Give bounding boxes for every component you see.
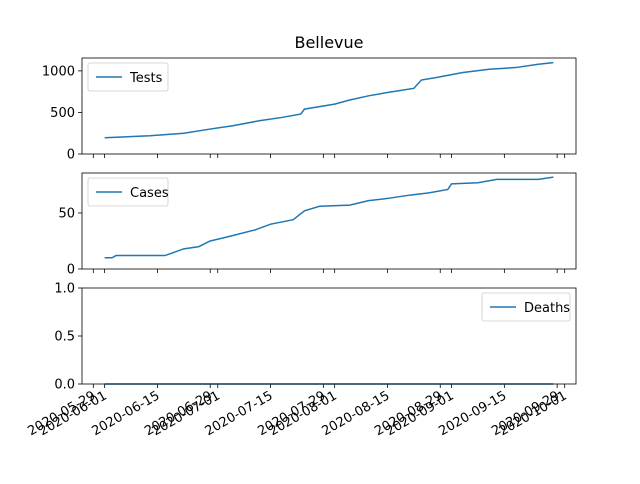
series-line xyxy=(104,61,554,139)
axes-frame xyxy=(81,172,577,270)
x-tick-label: 2020-10-01 xyxy=(497,388,570,439)
legend-label: Tests xyxy=(129,71,163,86)
axes-frame xyxy=(81,57,577,155)
series-line xyxy=(104,176,554,259)
y-tick-label: 500 xyxy=(50,106,75,121)
y-tick-label: 0 xyxy=(67,263,75,278)
y-tick-label: 0.5 xyxy=(54,330,75,345)
axes-frame xyxy=(81,287,577,385)
legend-box xyxy=(87,62,169,92)
y-tick-label: 0.0 xyxy=(54,378,75,393)
chart-title: Bellevue xyxy=(294,33,363,52)
y-tick-label: 1.0 xyxy=(54,282,75,297)
y-tick-label: 1000 xyxy=(42,64,75,79)
legend-label: Deaths xyxy=(524,301,570,316)
y-tick-label: 50 xyxy=(58,206,75,221)
legend-label: Cases xyxy=(130,186,169,201)
legend-box xyxy=(87,177,169,207)
y-tick-label: 0 xyxy=(67,148,75,163)
legend-box xyxy=(481,292,571,322)
